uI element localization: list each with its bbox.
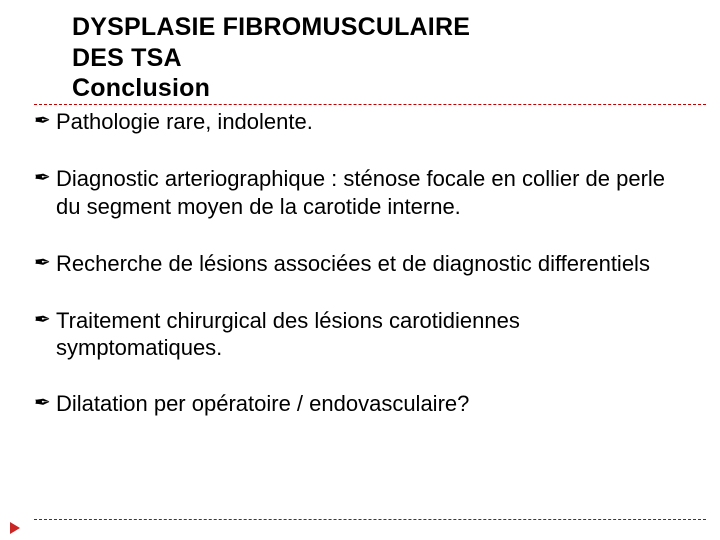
bullet-list: ✒ Pathologie rare, indolente. ✒ Diagnost… (34, 108, 686, 417)
list-item-text: Diagnostic arteriographique : sténose fo… (56, 165, 686, 220)
divider-bottom (34, 519, 706, 520)
pen-icon: ✒ (34, 391, 56, 416)
divider-top (34, 104, 706, 105)
title-line-3: Conclusion (72, 74, 210, 102)
list-item: ✒ Pathologie rare, indolente. (34, 108, 686, 135)
list-item: ✒ Dilatation per opératoire / endovascul… (34, 390, 686, 417)
title-line-2: DES TSA (72, 44, 182, 72)
list-item: ✒ Diagnostic arteriographique : sténose … (34, 165, 686, 220)
list-item-text: Traitement chirurgical des lésions carot… (56, 307, 686, 362)
pen-icon: ✒ (34, 251, 56, 276)
list-item-text: Recherche de lésions associées et de dia… (56, 250, 686, 277)
list-item: ✒ Traitement chirurgical des lésions car… (34, 307, 686, 362)
spacer (34, 277, 686, 307)
list-item: ✒ Recherche de lésions associées et de d… (34, 250, 686, 277)
pen-icon: ✒ (34, 109, 56, 134)
triangle-marker-icon (10, 522, 20, 534)
spacer (34, 135, 686, 165)
list-item-text: Pathologie rare, indolente. (56, 108, 686, 135)
pen-icon: ✒ (34, 166, 56, 191)
spacer (34, 220, 686, 250)
list-item-text: Dilatation per opératoire / endovasculai… (56, 390, 686, 417)
slide-title: DYSPLASIE FIBROMUSCULAIRE DES TSA Conclu… (72, 12, 672, 104)
spacer (34, 362, 686, 390)
title-line-1: DYSPLASIE FIBROMUSCULAIRE (72, 13, 470, 41)
slide: DYSPLASIE FIBROMUSCULAIRE DES TSA Conclu… (0, 0, 720, 540)
pen-icon: ✒ (34, 308, 56, 333)
